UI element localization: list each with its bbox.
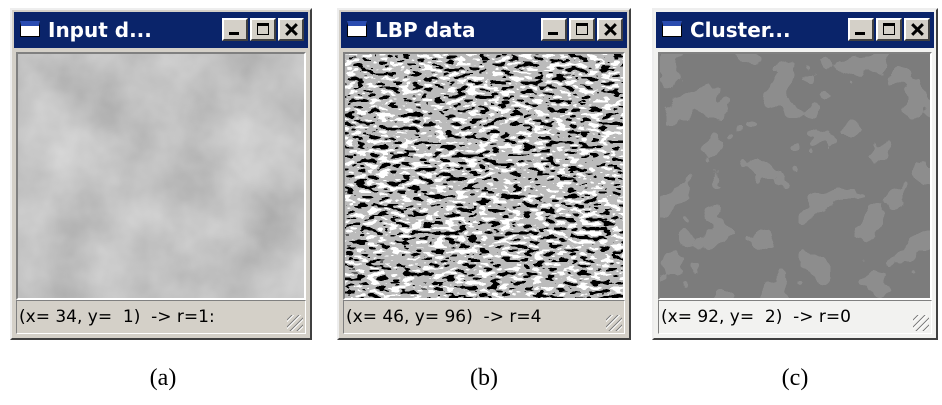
minimize-button[interactable] <box>541 18 567 41</box>
window-title: Cluster... <box>690 18 791 42</box>
image <box>658 52 932 300</box>
status-text: (x= 34, y= 1) -> r=1: <box>19 307 215 327</box>
window-icon <box>347 21 367 37</box>
page: Input d... (x= 34, y= 1) -> r=1: LBP dat… <box>0 0 942 405</box>
close-button[interactable] <box>278 18 304 41</box>
window[interactable]: LBP data (x= 46, y= 96) -> r=4 <box>337 8 631 340</box>
title-bar: LBP data <box>341 12 627 48</box>
caption: (b) <box>444 365 524 392</box>
minimize-button[interactable] <box>222 18 248 41</box>
image <box>16 52 306 300</box>
close-button[interactable] <box>904 18 930 41</box>
status-bar: (x= 92, y= 2) -> r=0 <box>658 300 932 334</box>
caption: (a) <box>123 365 203 392</box>
maximize-button[interactable] <box>569 18 595 41</box>
window-icon <box>20 21 40 37</box>
window-icon <box>662 21 682 37</box>
window[interactable]: Cluster... (x= 92, y= 2) -> r=0 <box>652 8 938 340</box>
image <box>343 52 625 300</box>
caption: (c) <box>755 365 835 392</box>
close-button[interactable] <box>597 18 623 41</box>
window-title: Input d... <box>48 18 152 42</box>
minimize-button[interactable] <box>848 18 874 41</box>
status-text: (x= 92, y= 2) -> r=0 <box>661 307 851 327</box>
maximize-button[interactable] <box>876 18 902 41</box>
window-title: LBP data <box>375 18 475 42</box>
status-bar: (x= 34, y= 1) -> r=1: <box>16 300 306 334</box>
maximize-button[interactable] <box>250 18 276 41</box>
title-bar: Input d... <box>14 12 308 48</box>
status-bar: (x= 46, y= 96) -> r=4 <box>343 300 625 334</box>
title-bar: Cluster... <box>656 12 934 48</box>
status-text: (x= 46, y= 96) -> r=4 <box>346 307 541 327</box>
window[interactable]: Input d... (x= 34, y= 1) -> r=1: <box>10 8 312 340</box>
